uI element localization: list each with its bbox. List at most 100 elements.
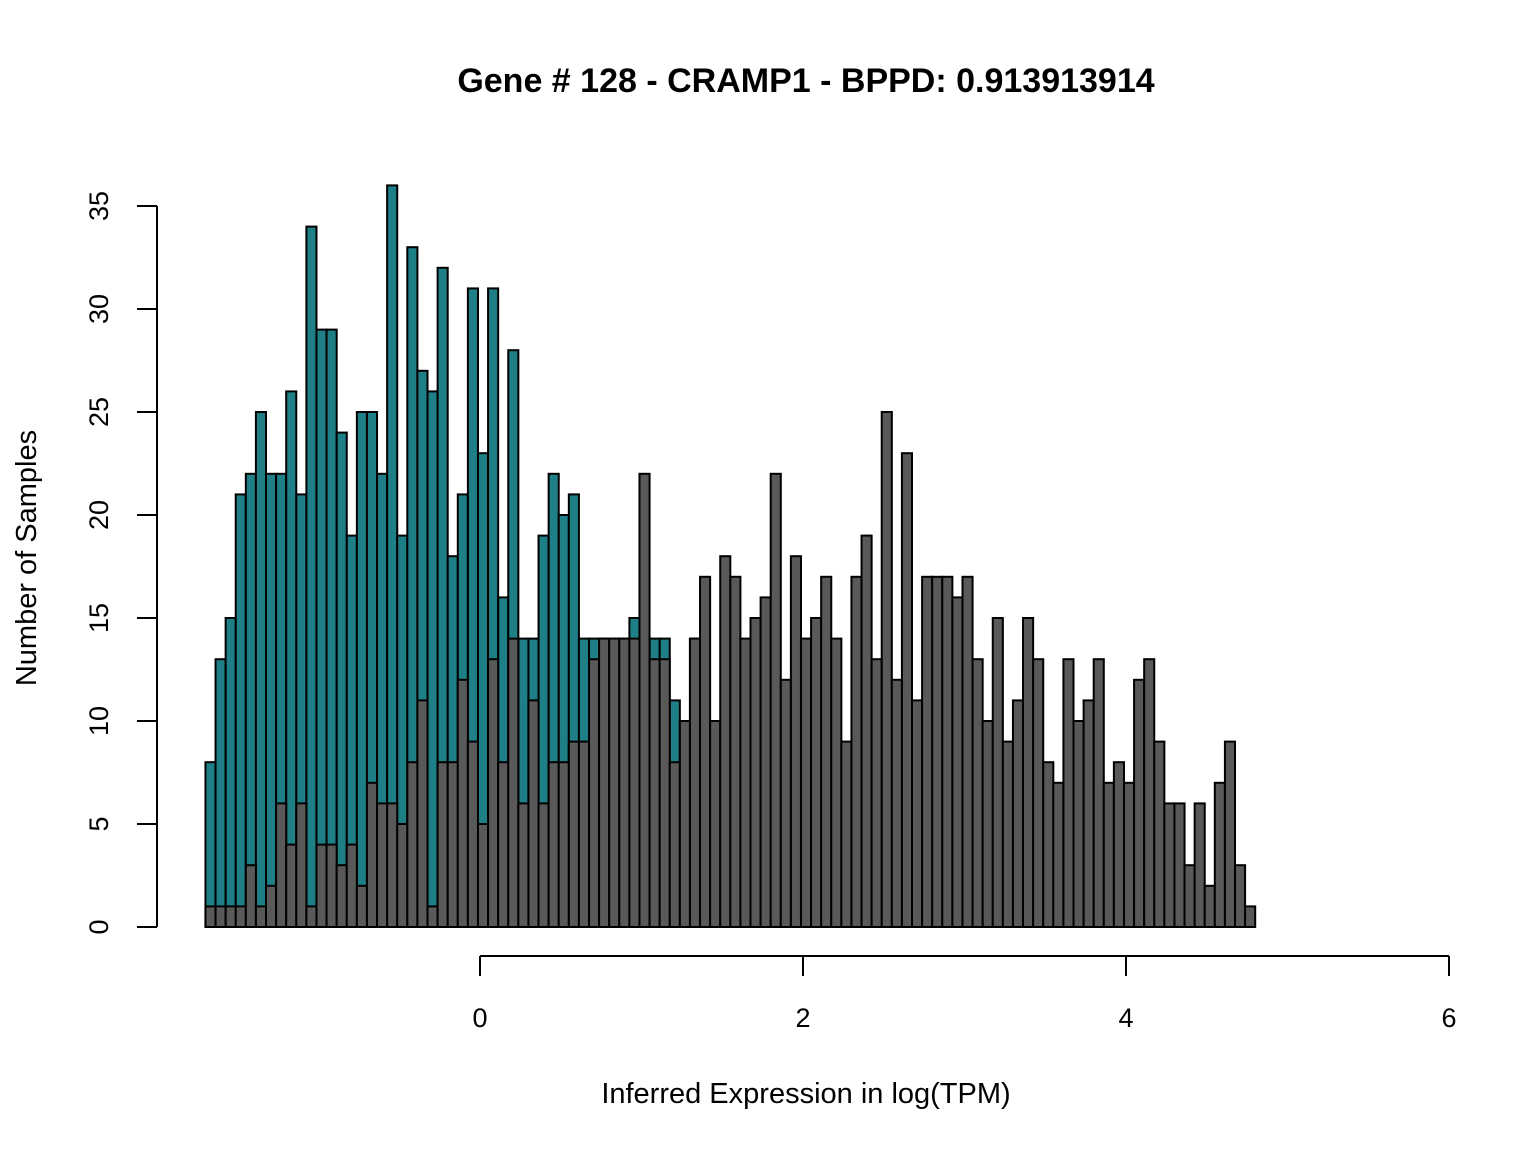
- histogram-bar-gray: [1244, 905, 1257, 929]
- histogram-bar-teal: [305, 225, 318, 929]
- histogram-bar-gray: [658, 658, 671, 928]
- histogram-bar-gray: [699, 575, 712, 928]
- histogram-bar-gray: [254, 905, 268, 929]
- histogram-bar-teal: [335, 431, 348, 928]
- histogram-bar-gray: [709, 720, 722, 928]
- histogram-bar-gray: [1011, 699, 1025, 929]
- histogram-bar-gray: [1102, 781, 1115, 928]
- histogram-bar-gray: [911, 699, 924, 929]
- histogram-bar-gray: [1112, 761, 1125, 929]
- histogram-bar-gray: [1143, 658, 1156, 928]
- histogram-bar-gray: [588, 658, 601, 928]
- bars-layer: [204, 184, 1257, 929]
- histogram-bar-gray: [386, 802, 399, 929]
- histogram-bar-teal: [254, 411, 268, 928]
- histogram-bar-gray: [285, 843, 298, 928]
- histogram-bar-gray: [799, 637, 813, 928]
- histogram-bar-gray: [295, 802, 308, 929]
- histogram-bar-gray: [951, 596, 964, 929]
- histogram-bar-gray: [598, 637, 611, 928]
- histogram-bar-gray: [779, 678, 792, 928]
- y-tick-label: 15: [84, 603, 114, 633]
- histogram-bar-gray: [416, 699, 429, 929]
- histogram-bar-gray: [265, 884, 278, 928]
- histogram-bar-gray: [810, 617, 823, 928]
- histogram-bar-gray: [426, 905, 439, 929]
- y-tick-label: 25: [84, 397, 114, 427]
- histogram-bar-gray: [638, 472, 651, 928]
- x-tick-label: 0: [472, 1003, 487, 1033]
- histogram-bar-gray: [1022, 617, 1035, 928]
- histogram-bar-gray: [1072, 720, 1085, 928]
- histogram-bar-gray: [749, 617, 762, 928]
- histogram-bar-gray: [1213, 781, 1226, 928]
- histogram-bar-gray: [1062, 658, 1075, 928]
- histogram-bar-gray: [840, 740, 853, 928]
- histogram-bar-gray: [325, 843, 338, 928]
- histogram-bar-gray: [769, 472, 782, 928]
- histogram-bar-gray: [688, 637, 702, 928]
- histogram-bar-gray: [537, 802, 550, 929]
- histogram-bar-gray: [1122, 781, 1136, 928]
- histogram-bar-gray: [628, 637, 641, 928]
- y-axis: 0 5 10 15 20 25 30 35: [84, 191, 158, 935]
- histogram-bar-gray: [830, 637, 843, 928]
- histogram-bar-teal: [204, 761, 217, 929]
- histogram-bar-teal: [355, 411, 368, 928]
- histogram-bar-gray: [608, 637, 621, 928]
- histogram-bar-gray: [971, 658, 984, 928]
- y-tick-label: 10: [84, 706, 114, 736]
- x-axis: 0 2 4 6: [472, 955, 1457, 1033]
- histogram-bar-gray: [729, 575, 742, 928]
- histogram-bar-gray: [234, 905, 247, 929]
- histogram-bar-gray: [931, 575, 944, 928]
- histogram-bar-gray: [941, 575, 954, 928]
- histogram-bar-gray: [739, 637, 752, 928]
- histogram-bar-gray: [275, 802, 288, 929]
- histogram-bar-gray: [497, 761, 510, 929]
- histogram-bar-gray: [567, 740, 580, 928]
- histogram-bar-gray: [1203, 884, 1216, 928]
- histogram-bar-teal: [325, 328, 338, 929]
- histogram-bar-gray: [446, 761, 459, 929]
- histogram-bar-gray: [507, 637, 520, 928]
- histogram-bar-gray: [1052, 781, 1065, 928]
- histogram-bar-gray: [436, 761, 449, 929]
- histogram-bar-teal: [234, 493, 247, 928]
- histogram-bar-gray: [547, 761, 560, 929]
- histogram-bar-gray: [345, 843, 358, 928]
- histogram-bar-gray: [517, 802, 530, 929]
- histogram-bar-gray: [890, 678, 903, 928]
- histogram-bar-gray: [305, 905, 318, 929]
- histogram-bar-gray: [991, 617, 1004, 928]
- histogram-bar-gray: [820, 575, 833, 928]
- histogram-bar-gray: [204, 905, 217, 929]
- x-tick-label: 4: [1118, 1003, 1133, 1033]
- histogram-bar-gray: [396, 823, 409, 928]
- histogram-bar-gray: [1032, 658, 1045, 928]
- histogram-bar-gray: [244, 864, 257, 929]
- histogram-bar-gray: [1234, 864, 1247, 929]
- chart-title: Gene # 128 - CRAMP1 - BPPD: 0.913913914: [457, 62, 1154, 100]
- histogram-bar-gray: [1163, 802, 1176, 929]
- histogram-bar-gray: [365, 781, 379, 928]
- histogram-bar-teal: [224, 617, 237, 928]
- histogram-bar-gray: [214, 905, 227, 929]
- histogram-bar-gray: [880, 411, 893, 928]
- histogram-bar-gray: [355, 884, 368, 928]
- histogram-bar-gray: [315, 843, 328, 928]
- histogram-bar-teal: [426, 390, 439, 928]
- x-tick-label: 6: [1441, 1003, 1456, 1033]
- histogram-bar-gray: [850, 575, 863, 928]
- histogram-bar-teal: [214, 658, 227, 928]
- histogram-bar-gray: [759, 596, 772, 929]
- histogram-bar-gray: [1082, 699, 1095, 929]
- histogram-bar-gray: [1173, 802, 1186, 929]
- histogram-bar-gray: [678, 720, 691, 928]
- histogram-bar-gray: [648, 658, 661, 928]
- histogram-bar-gray: [870, 658, 883, 928]
- histogram-bar-gray: [668, 761, 681, 929]
- histogram-bar-gray: [981, 720, 994, 928]
- histogram-bar-gray: [335, 864, 348, 929]
